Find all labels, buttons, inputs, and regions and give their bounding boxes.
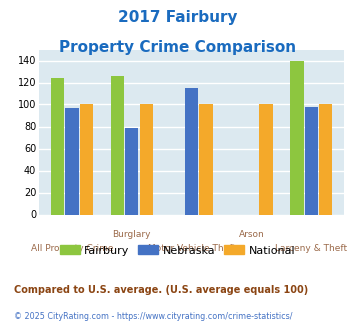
Bar (51, 78, 64, 214)
Bar (319, 105, 332, 214)
Bar (200, 105, 213, 214)
Text: Larceny & Theft: Larceny & Theft (275, 244, 348, 253)
Bar (80, 105, 93, 214)
Text: Compared to U.S. average. (U.S. average equals 100): Compared to U.S. average. (U.S. average … (14, 285, 308, 295)
Legend: Fairbury, Nebraska, National: Fairbury, Nebraska, National (55, 241, 300, 260)
Text: © 2025 CityRating.com - https://www.cityrating.com/crime-statistics/: © 2025 CityRating.com - https://www.city… (14, 312, 293, 321)
Text: Property Crime Comparison: Property Crime Comparison (59, 40, 296, 54)
Bar (125, 128, 138, 214)
Text: 2017 Fairbury: 2017 Fairbury (118, 10, 237, 25)
Text: Motor Vehicle Theft: Motor Vehicle Theft (148, 244, 236, 253)
Bar (259, 105, 273, 214)
Bar (140, 105, 153, 214)
Bar (65, 108, 78, 214)
Bar (111, 76, 124, 215)
Bar (305, 107, 318, 214)
Bar (185, 88, 198, 214)
Text: All Property Crime: All Property Crime (31, 244, 113, 253)
Bar (290, 60, 304, 214)
Text: Arson: Arson (239, 230, 264, 239)
Text: Burglary: Burglary (113, 230, 151, 239)
